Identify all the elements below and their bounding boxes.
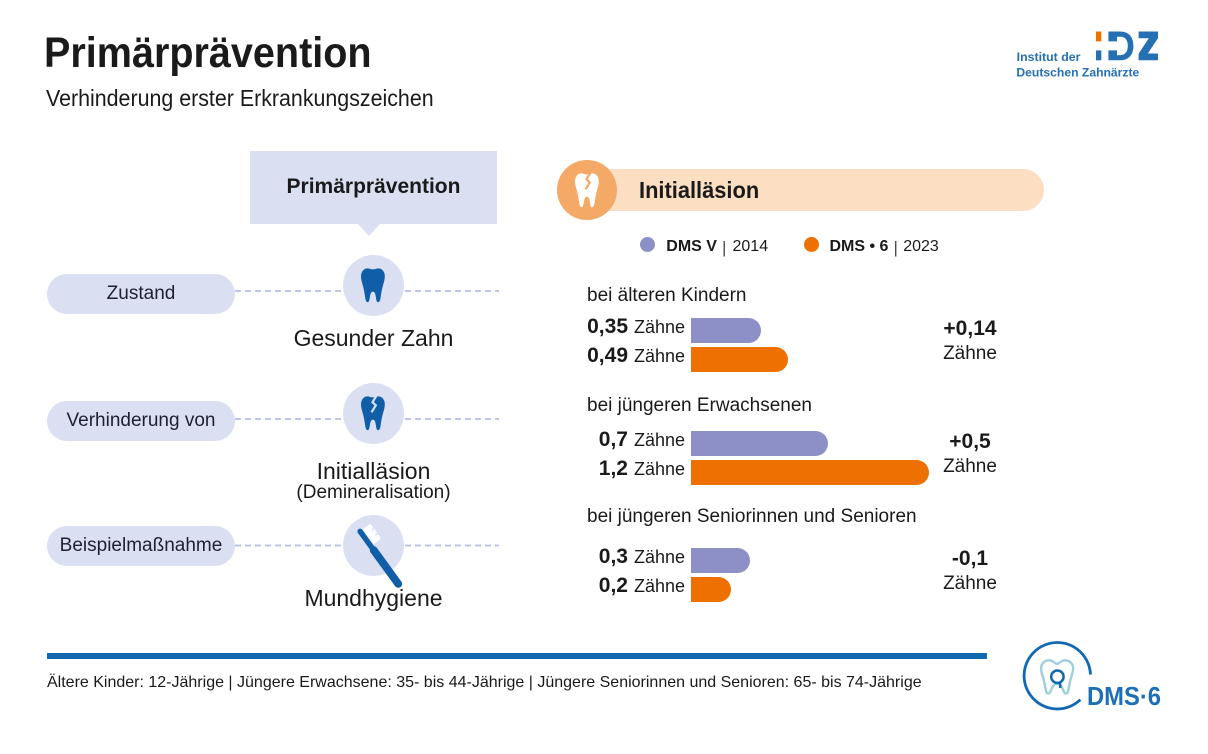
svg-text:DMS·6: DMS·6 xyxy=(1087,681,1161,711)
svg-text:Deutschen Zahnärzte: Deutschen Zahnärzte xyxy=(1016,66,1139,80)
svg-text:Institut der: Institut der xyxy=(1017,50,1081,64)
